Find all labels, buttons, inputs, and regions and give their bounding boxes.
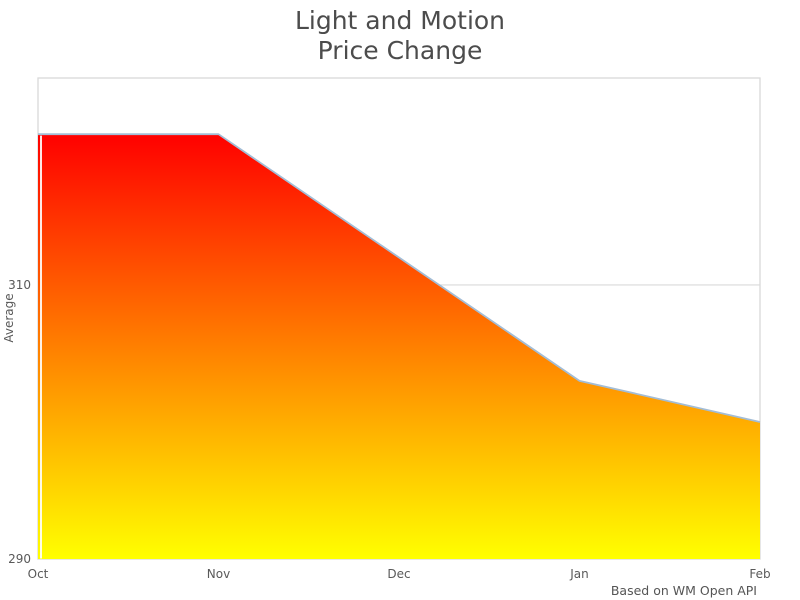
- chart-title-line2: Price Change: [317, 36, 483, 65]
- source-caption: Based on WM Open API: [610, 583, 757, 598]
- chart-title: Light and Motion Price Change: [0, 6, 800, 66]
- x-tick-label: Oct: [27, 567, 49, 581]
- area-fill: [38, 134, 760, 559]
- chart-title-line1: Light and Motion: [294, 6, 506, 35]
- y-tick-label: 290: [8, 552, 31, 566]
- x-tick-label: Feb: [749, 567, 771, 581]
- y-axis-label: Average: [2, 293, 16, 343]
- x-tick-label: Nov: [206, 567, 231, 581]
- series-line: [38, 133, 761, 423]
- x-tick-label: Dec: [387, 567, 411, 581]
- y-tick-label: 310: [8, 277, 31, 292]
- x-tick-label: Jan: [570, 567, 589, 581]
